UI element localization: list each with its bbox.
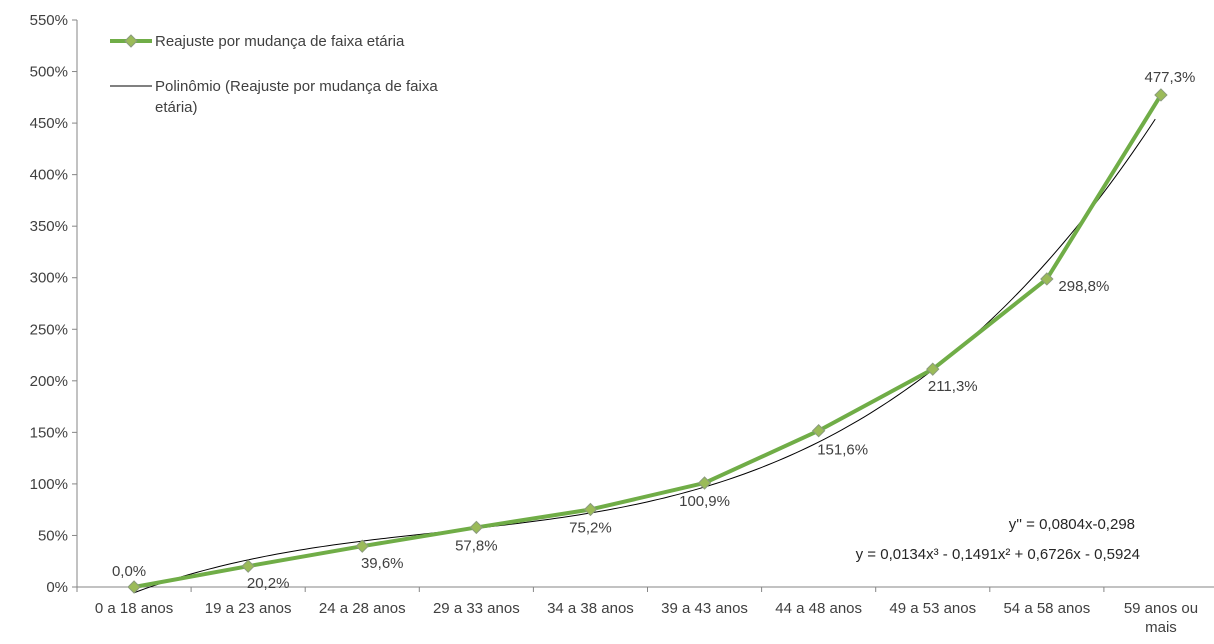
x-tick-label: 44 a 48 anos	[775, 600, 862, 617]
x-tick-label: 49 a 53 anos	[889, 600, 976, 617]
x-tick-label: 24 a 28 anos	[319, 600, 406, 617]
series	[127, 88, 1168, 594]
x-tick-label: 0 a 18 anos	[95, 600, 173, 617]
data-label: 477,3%	[1145, 69, 1196, 86]
data-point	[469, 520, 484, 535]
data-label: 211,3%	[928, 378, 978, 395]
y-tick-label: 300%	[30, 270, 68, 287]
legend-trendline-label: Polinômio (Reajuste por mudança de faixa…	[155, 78, 438, 116]
legend-trendline-label-line: etária)	[155, 99, 198, 116]
data-point	[811, 424, 826, 438]
legend-trendline-label-line: Polinômio (Reajuste por mudança de faixa	[155, 78, 438, 95]
y-tick-label: 450%	[30, 115, 68, 132]
x-tick-label: 59 anos ou mais	[1124, 600, 1198, 636]
y-tick-label: 400%	[30, 167, 68, 184]
legend-series-marker	[124, 34, 138, 48]
x-tick-label: 29 a 33 anos	[433, 600, 520, 617]
data-label: 298,8%	[1058, 278, 1109, 295]
legend-series-label: Reajuste por mudança de faixa etária	[155, 33, 405, 50]
y-tick-label: 350%	[30, 218, 68, 235]
x-tick-label: 19 a 23 anos	[205, 600, 292, 617]
data-label: 75,2%	[569, 519, 612, 536]
y-tick-label: 0%	[46, 579, 68, 596]
data-point	[127, 580, 141, 594]
data-point	[1040, 272, 1054, 286]
x-tick-label: 39 a 43 anos	[661, 600, 748, 617]
equation-polynomial: y = 0,0134x³ - 0,1491x² + 0,6726x - 0,59…	[856, 546, 1140, 563]
y-tick-label: 200%	[30, 373, 68, 390]
legend: Reajuste por mudança de faixa etária Poli…	[110, 33, 438, 116]
trendline	[133, 118, 1156, 594]
data-label: 57,8%	[455, 537, 498, 554]
data-labels: 0,0% 20,2% 39,6% 57,8% 75,2% 100,9% 151,6% 211,…	[112, 69, 1195, 592]
x-tick-label-line: mais	[1145, 619, 1177, 636]
data-label: 39,6%	[361, 555, 404, 572]
y-tick-label: 250%	[30, 321, 68, 338]
x-tick-label: 34 a 38 anos	[547, 600, 634, 617]
data-label: 0,0%	[112, 563, 146, 580]
x-tick-label: 54 a 58 anos	[1003, 600, 1090, 617]
y-axis: 0% 50% 100% 150% 200% 250% 300% 350% 400% 450% 500…	[30, 12, 78, 596]
equation-second-derivative: y'' = 0,0804x-0,298	[1009, 516, 1135, 533]
series-line	[133, 93, 1163, 589]
y-tick-label: 150%	[30, 424, 68, 441]
data-point	[697, 476, 712, 490]
data-point	[926, 362, 940, 376]
x-tick-label-line: 59 anos ou	[1124, 600, 1198, 617]
y-tick-label: 100%	[30, 476, 68, 493]
x-axis: 0 a 18 anos 19 a 23 anos 24 a 28 anos 29 a …	[76, 586, 1214, 636]
trendline-equations: y'' = 0,0804x-0,298 y = 0,0134x³ - 0,1491…	[856, 516, 1140, 563]
data-point	[583, 502, 598, 517]
y-tick-label: 50%	[38, 527, 68, 544]
data-point	[1154, 88, 1168, 102]
trendline-curve	[133, 118, 1156, 594]
data-label: 151,6%	[817, 442, 868, 459]
y-tick-label: 500%	[30, 64, 68, 81]
y-tick-label: 550%	[30, 12, 68, 29]
data-point	[241, 559, 255, 573]
data-point	[355, 539, 369, 553]
data-label: 20,2%	[247, 575, 290, 592]
data-label: 100,9%	[679, 493, 730, 510]
